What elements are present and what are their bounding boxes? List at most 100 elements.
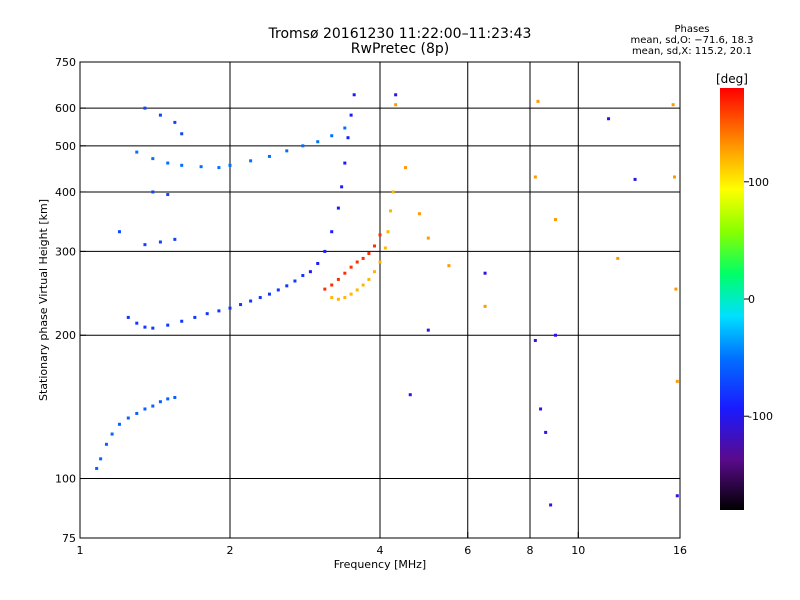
data-point bbox=[126, 416, 130, 420]
x-tick-label: 4 bbox=[377, 544, 384, 557]
data-point bbox=[349, 292, 353, 296]
data-point bbox=[391, 190, 395, 194]
data-point bbox=[293, 279, 297, 283]
title-line-1: Tromsø 20161230 11:22:00–11:23:43 bbox=[268, 26, 532, 42]
data-point bbox=[367, 277, 371, 281]
x-tick-label: 10 bbox=[571, 544, 585, 557]
data-point bbox=[671, 103, 675, 107]
data-point bbox=[301, 144, 305, 148]
colorbar-tick-label: -100 bbox=[748, 410, 773, 423]
data-point bbox=[553, 333, 557, 337]
data-point bbox=[308, 270, 312, 274]
data-series bbox=[394, 99, 679, 383]
data-point bbox=[675, 379, 679, 383]
data-point bbox=[95, 466, 99, 470]
phase-statistics: Phases mean, sd,O: −71.6, 18.3 mean, sd,… bbox=[592, 24, 792, 57]
data-point bbox=[394, 93, 398, 97]
y-tick-label: 600 bbox=[55, 102, 76, 115]
data-point bbox=[151, 190, 155, 194]
data-point bbox=[228, 163, 232, 167]
data-point bbox=[166, 323, 170, 327]
data-point bbox=[343, 271, 347, 275]
data-points bbox=[95, 93, 679, 507]
data-point bbox=[336, 297, 340, 301]
data-point bbox=[166, 397, 170, 401]
data-point bbox=[267, 154, 271, 158]
phase-x-mode: mean, sd,X: 115.2, 20.1 bbox=[631, 46, 753, 57]
data-point bbox=[343, 296, 347, 300]
data-point bbox=[158, 400, 162, 404]
colorbar-label: [deg] bbox=[716, 72, 748, 86]
colorbar-tick-label: 100 bbox=[748, 176, 769, 189]
data-point bbox=[447, 264, 451, 268]
data-point bbox=[126, 315, 130, 319]
data-point bbox=[158, 240, 162, 244]
data-point bbox=[104, 442, 108, 446]
data-point bbox=[267, 292, 271, 296]
data-point bbox=[330, 230, 334, 234]
data-point bbox=[352, 93, 356, 97]
data-point bbox=[383, 246, 387, 250]
data-point bbox=[426, 236, 430, 240]
data-point bbox=[166, 161, 170, 165]
phase-o-mode: mean, sd,O: −71.6, 18.3 bbox=[630, 35, 754, 46]
data-point bbox=[301, 274, 305, 278]
data-point bbox=[373, 244, 377, 248]
data-point bbox=[117, 230, 121, 234]
data-series bbox=[308, 93, 356, 274]
colorbar-gradient bbox=[720, 88, 744, 510]
data-point bbox=[403, 166, 407, 170]
data-point bbox=[258, 296, 262, 300]
data-point bbox=[616, 256, 620, 260]
phase-colorbar: -100 0 100 [deg] bbox=[716, 72, 773, 510]
title-line-2: RwPretec (8p) bbox=[350, 41, 450, 57]
data-point bbox=[346, 136, 350, 140]
data-point bbox=[361, 256, 365, 260]
data-point bbox=[361, 283, 365, 287]
chart-title: Tromsø 20161230 11:22:00–11:23:43 RwPret… bbox=[0, 27, 800, 57]
data-point bbox=[389, 209, 393, 213]
y-tick-label: 300 bbox=[55, 245, 76, 258]
data-point bbox=[173, 395, 177, 399]
data-point bbox=[199, 165, 203, 169]
data-point bbox=[143, 243, 147, 247]
data-point bbox=[110, 432, 114, 436]
data-point bbox=[408, 393, 412, 397]
x-axis-ticks: 1 2 4 6 8 10 16 bbox=[77, 532, 687, 557]
data-point bbox=[151, 157, 155, 161]
data-point bbox=[217, 166, 221, 170]
data-point bbox=[143, 407, 147, 411]
data-point bbox=[217, 309, 221, 313]
data-point bbox=[99, 457, 103, 461]
data-point bbox=[349, 113, 353, 117]
data-point bbox=[249, 159, 253, 163]
data-point bbox=[633, 177, 637, 181]
data-point bbox=[330, 296, 334, 300]
data-point bbox=[483, 271, 487, 275]
data-point bbox=[336, 277, 340, 281]
data-point bbox=[343, 126, 347, 130]
data-point bbox=[143, 106, 147, 110]
data-point bbox=[316, 140, 320, 144]
y-tick-label: 400 bbox=[55, 186, 76, 199]
data-point bbox=[378, 233, 382, 237]
data-point bbox=[193, 315, 197, 319]
data-point bbox=[166, 193, 170, 197]
data-point bbox=[330, 283, 334, 287]
data-point bbox=[367, 251, 371, 255]
data-point bbox=[386, 230, 390, 234]
data-series bbox=[135, 126, 347, 170]
data-point bbox=[549, 503, 553, 507]
data-point bbox=[205, 312, 209, 316]
data-point bbox=[285, 149, 289, 153]
data-point bbox=[323, 249, 327, 253]
phase-heading: Phases bbox=[674, 24, 710, 35]
data-point bbox=[228, 306, 232, 310]
data-point bbox=[276, 288, 280, 292]
data-point bbox=[417, 212, 421, 216]
data-point bbox=[249, 299, 253, 303]
x-tick-label: 2 bbox=[227, 544, 234, 557]
data-point bbox=[239, 303, 243, 307]
data-series bbox=[323, 233, 382, 291]
